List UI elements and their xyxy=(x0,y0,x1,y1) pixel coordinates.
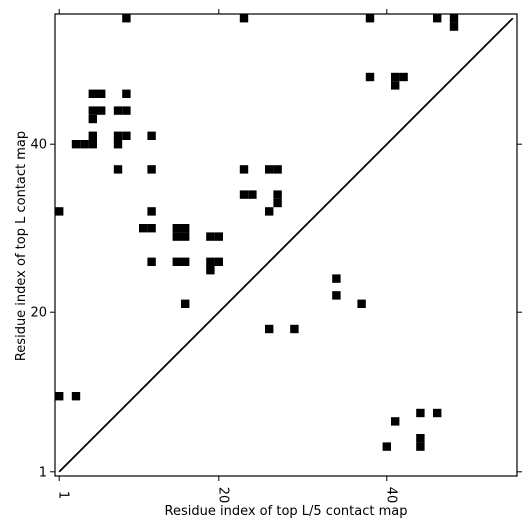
contact-point xyxy=(122,131,131,140)
contact-point xyxy=(433,14,442,23)
contact-point xyxy=(147,224,156,233)
contact-point xyxy=(265,207,274,216)
contact-point xyxy=(139,224,148,233)
contact-point xyxy=(88,106,97,115)
contact-point xyxy=(181,257,190,266)
contact-point xyxy=(181,224,190,233)
contact-point xyxy=(113,165,123,174)
y-tick-label: 1 xyxy=(39,465,47,480)
contact-point xyxy=(391,72,400,82)
contact-point xyxy=(382,442,391,451)
contact-point xyxy=(449,22,459,31)
contact-point xyxy=(113,140,123,149)
contact-point xyxy=(71,140,81,149)
x-tick-label: 20 xyxy=(215,487,230,504)
contact-point xyxy=(181,232,190,241)
contact-point xyxy=(147,165,156,174)
contact-point xyxy=(399,72,408,82)
y-tick-label: 40 xyxy=(30,138,47,153)
contact-point xyxy=(147,257,156,266)
contact-point xyxy=(88,114,97,124)
contact-point xyxy=(88,89,97,98)
contact-point xyxy=(122,89,131,98)
contact-point xyxy=(97,89,106,98)
contact-point xyxy=(332,291,341,300)
contact-point xyxy=(332,274,341,283)
contact-point xyxy=(239,14,249,23)
contact-point xyxy=(265,165,274,174)
contact-point xyxy=(88,140,97,149)
contact-point xyxy=(248,190,257,199)
contact-point xyxy=(80,140,89,149)
contact-point xyxy=(273,198,282,208)
contact-point xyxy=(55,392,64,401)
contact-point xyxy=(55,207,64,216)
contact-point xyxy=(273,190,282,199)
y-tick-label: 20 xyxy=(30,306,47,321)
contact-point xyxy=(206,266,215,275)
contact-point xyxy=(181,299,190,308)
contact-point xyxy=(449,14,459,23)
diagonal-layer xyxy=(58,17,514,473)
contact-point xyxy=(214,257,223,266)
contact-point xyxy=(290,324,299,334)
contact-point xyxy=(147,131,156,140)
contact-point xyxy=(273,165,282,174)
contact-point xyxy=(416,434,425,443)
contact-point xyxy=(239,165,249,174)
x-tick-label: 1 xyxy=(56,491,71,499)
contact-point xyxy=(416,408,425,418)
diagonal-line xyxy=(58,17,514,473)
contact-point xyxy=(365,14,375,23)
axis-ticks: 1 20 40 1 20 40 xyxy=(30,9,522,503)
y-axis-label: Residue index of top L contact map xyxy=(14,131,29,361)
contact-point xyxy=(214,232,223,241)
contact-point xyxy=(97,106,106,115)
x-tick-label: 40 xyxy=(383,487,398,504)
contact-point xyxy=(239,190,249,199)
contact-point xyxy=(172,257,181,266)
contact-points xyxy=(55,14,459,451)
contact-point xyxy=(147,207,156,216)
contact-point xyxy=(172,232,181,241)
contact-point xyxy=(172,224,181,233)
contact-point xyxy=(206,232,215,241)
contact-point xyxy=(391,417,400,426)
contact-point xyxy=(113,106,123,115)
contact-point xyxy=(365,72,375,82)
contact-point xyxy=(122,106,131,115)
x-axis-label: Residue index of top L/5 contact map xyxy=(165,504,408,519)
contact-point xyxy=(122,14,131,23)
contact-point xyxy=(416,442,425,451)
contact-point xyxy=(88,131,97,140)
contact-point xyxy=(433,408,442,418)
contact-point xyxy=(357,299,366,308)
contact-point xyxy=(71,392,81,401)
contact-point xyxy=(391,81,400,90)
contact-point xyxy=(265,324,274,334)
contact-point xyxy=(113,131,123,140)
contact-point xyxy=(206,257,215,266)
